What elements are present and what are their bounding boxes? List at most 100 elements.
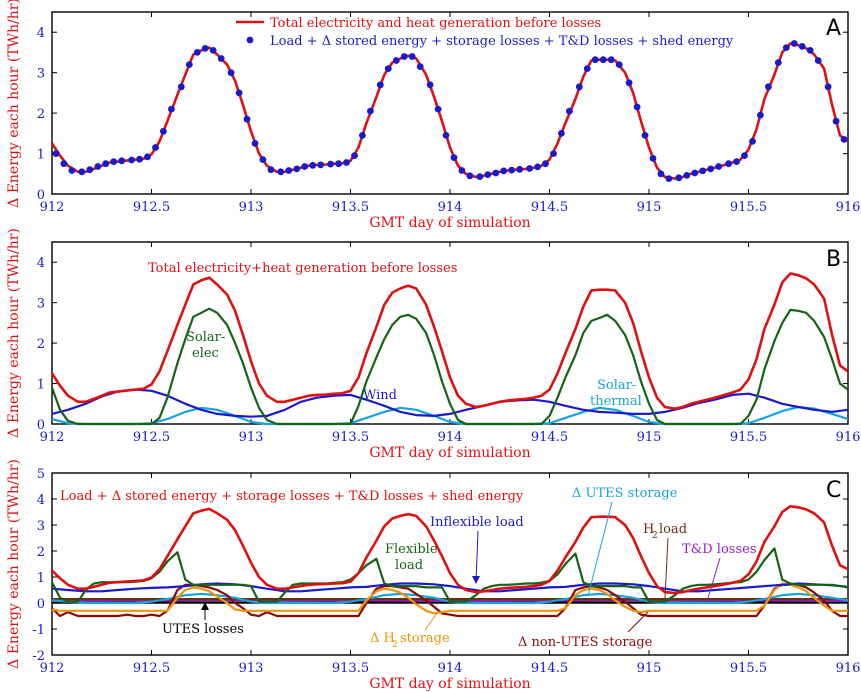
x-tick-label: 915.5 xyxy=(730,430,767,445)
x-tick-label: 915.5 xyxy=(730,200,767,215)
x-tick-label: 913 xyxy=(239,200,264,215)
series-line-solar-thermal xyxy=(51,405,849,426)
data-point xyxy=(534,163,541,171)
data-point xyxy=(757,111,764,119)
series-line-solar-elec xyxy=(50,307,849,426)
x-tick-label: 916 xyxy=(836,661,861,676)
td-losses-pointer xyxy=(707,557,721,599)
data-point xyxy=(649,155,657,162)
y-tick-label: 0 xyxy=(37,418,45,433)
data-point xyxy=(492,169,500,177)
data-point xyxy=(285,167,293,174)
data-point xyxy=(367,107,374,115)
data-point xyxy=(152,144,159,151)
x-tick-label: 912 xyxy=(40,200,65,215)
y-tick-label: 2 xyxy=(37,337,45,352)
inflexible-load-arrowhead xyxy=(472,576,480,584)
data-point xyxy=(615,61,623,68)
annotation-h2-load-word: load xyxy=(659,522,687,537)
data-point xyxy=(599,56,607,64)
data-point xyxy=(691,169,699,177)
panel-b-ticks: 912 912.5 913 913.5 914 914.5 915 915.5 916 0 1 2 3 4 xyxy=(37,242,860,445)
panel-c-series xyxy=(51,504,849,618)
annotation-solar-elec-2: elec xyxy=(192,346,219,361)
y-tick-label: 1 xyxy=(37,148,45,163)
x-tick-label: 913.5 xyxy=(332,430,369,445)
data-point xyxy=(558,129,565,137)
panel-a-ylabel: Δ Energy each hour (TWh/hr) xyxy=(6,0,22,208)
data-point xyxy=(814,57,822,64)
y-tick-label: 3 xyxy=(37,519,45,534)
data-point xyxy=(376,81,384,89)
utes-losses-arrowhead xyxy=(201,602,209,610)
data-point xyxy=(442,132,450,139)
data-point xyxy=(86,166,94,174)
x-tick-label: 914 xyxy=(438,430,463,445)
data-point xyxy=(550,150,557,158)
panel-b-series xyxy=(50,272,849,426)
annotation-flexible-load-2: load xyxy=(395,558,423,573)
x-tick-label: 914.5 xyxy=(531,200,568,215)
data-point xyxy=(94,163,102,170)
y-tick-label: 0 xyxy=(37,188,45,203)
data-point xyxy=(741,152,748,160)
series-line-wind xyxy=(51,388,849,418)
data-point xyxy=(725,160,732,168)
data-point xyxy=(102,160,110,168)
data-point xyxy=(840,136,848,143)
data-point xyxy=(327,160,334,168)
data-point xyxy=(267,166,275,174)
x-tick-label: 912.5 xyxy=(133,200,170,215)
data-point xyxy=(78,168,86,176)
x-tick-label: 916 xyxy=(836,200,861,215)
x-tick-label: 912.5 xyxy=(133,661,170,676)
data-point xyxy=(683,172,691,179)
annotation-utes-storage: Δ UTES storage xyxy=(572,486,678,501)
data-point xyxy=(110,158,118,166)
data-point xyxy=(641,132,649,139)
data-point xyxy=(749,138,756,145)
data-point xyxy=(426,81,434,89)
data-point xyxy=(177,83,185,91)
data-point xyxy=(625,79,633,87)
series-line-flexible-load xyxy=(51,547,849,603)
data-point xyxy=(60,160,68,168)
data-point xyxy=(591,56,599,64)
data-point xyxy=(384,65,392,72)
panel-b: 912 912.5 913 913.5 914 914.5 915 915.5 916 0 1 2 3 4… xyxy=(6,228,860,461)
x-tick-label: 913.5 xyxy=(332,661,369,676)
data-point xyxy=(392,57,400,64)
panel-a-series xyxy=(50,40,849,183)
x-tick-label: 915 xyxy=(637,200,662,215)
x-tick-label: 915 xyxy=(637,430,662,445)
panel-c: 912 912.5 913 913.5 914 914.5 915 915.5 916 -2 -1 0… xyxy=(6,459,860,692)
data-point xyxy=(715,163,723,170)
data-point xyxy=(633,103,641,111)
annotation-solar-thermal-1: Solar- xyxy=(597,378,636,393)
data-point xyxy=(434,105,442,113)
data-point xyxy=(707,165,715,173)
data-point xyxy=(458,167,466,174)
data-point xyxy=(235,89,243,97)
series-line-inflexible-load xyxy=(51,582,849,593)
h2-storage-pointer xyxy=(424,611,439,631)
y-tick-label: 2 xyxy=(37,545,45,560)
x-tick-label: 913.5 xyxy=(332,200,369,215)
x-tick-label: 915.5 xyxy=(730,661,767,676)
x-tick-label: 914 xyxy=(438,661,463,676)
legend-load-balance: Load + Δ stored energy + storage losses … xyxy=(270,34,734,49)
x-tick-label: 912 xyxy=(40,430,65,445)
annotation-load-balance: Load + Δ stored energy + storage losses … xyxy=(60,489,524,504)
data-point xyxy=(259,156,267,164)
data-point xyxy=(335,160,342,168)
panel-c-xlabel: GMT day of simulation xyxy=(369,676,530,692)
data-point xyxy=(68,167,76,174)
annotation-td-losses: T&D losses xyxy=(682,542,757,557)
x-tick-label: 912.5 xyxy=(133,430,170,445)
data-point xyxy=(118,157,126,165)
data-point xyxy=(675,174,683,182)
annotation-flexible-load-1: Flexible xyxy=(385,542,438,557)
data-point xyxy=(765,83,772,91)
panel-a-ticks: 912 912.5 913 913.5 914 914.5 915 915.5 916 0 1 2 3 4 xyxy=(37,12,861,215)
data-point xyxy=(185,61,193,68)
